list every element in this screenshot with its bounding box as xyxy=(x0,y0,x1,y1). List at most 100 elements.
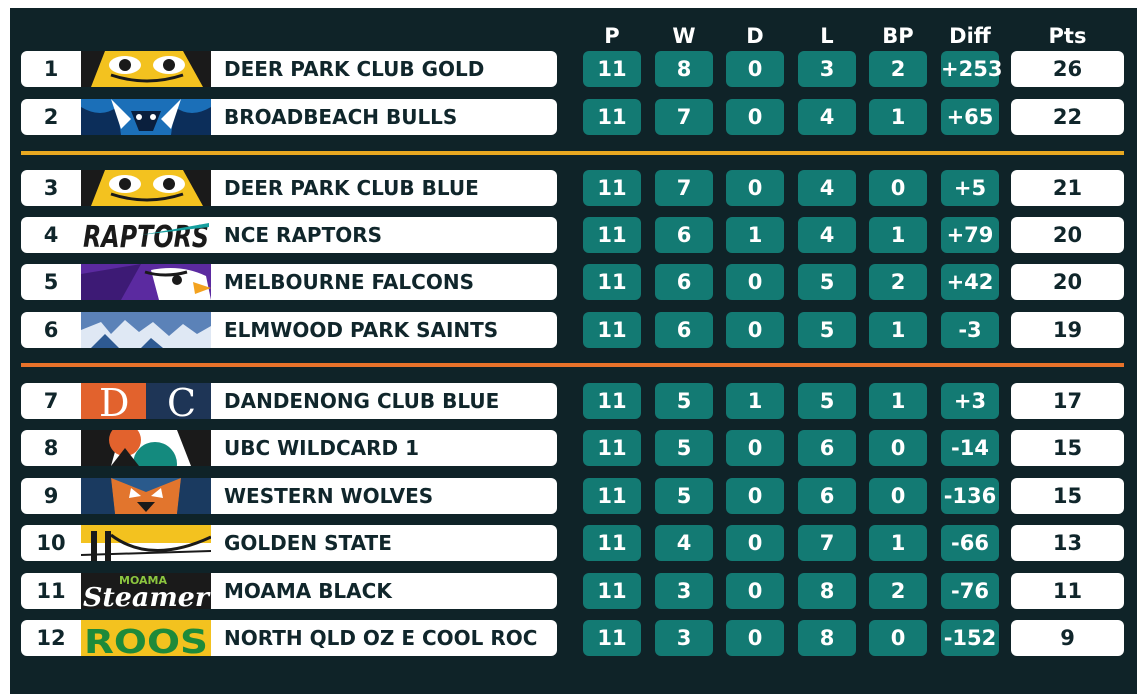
l-cell: 5 xyxy=(798,383,856,419)
header-pts: Pts xyxy=(1048,24,1087,48)
team-name: DEER PARK CLUB GOLD xyxy=(211,51,557,87)
l-cell: 6 xyxy=(798,430,856,466)
d-cell: 0 xyxy=(726,51,784,87)
bp-cell: 1 xyxy=(869,99,927,135)
p-cell: 11 xyxy=(583,478,641,514)
l-cell: 3 xyxy=(798,51,856,87)
table-row: 9 WESTERN WOLVES 11 5 0 6 0 -136 15 xyxy=(10,478,1137,514)
bp-cell: 1 xyxy=(869,312,927,348)
blue-bull-logo-icon xyxy=(81,99,211,135)
w-cell: 6 xyxy=(655,264,713,300)
l-cell: 8 xyxy=(798,620,856,656)
p-cell: 11 xyxy=(583,217,641,253)
rank-cell: 12 xyxy=(21,620,81,656)
p-cell: 11 xyxy=(583,620,641,656)
table-row: 6 ELMWOOD PARK SAINTS 11 6 0 5 1 -3 19 xyxy=(10,312,1137,348)
bp-cell: 0 xyxy=(869,620,927,656)
header-w: W xyxy=(672,24,696,48)
w-cell: 6 xyxy=(655,217,713,253)
diff-cell: +5 xyxy=(941,170,999,206)
w-cell: 7 xyxy=(655,170,713,206)
p-cell: 11 xyxy=(583,51,641,87)
team-name: NORTH QLD OZ E COOL ROC xyxy=(211,620,557,656)
w-cell: 5 xyxy=(655,383,713,419)
purple-falcon-logo-icon xyxy=(81,264,211,300)
w-cell: 7 xyxy=(655,99,713,135)
table-row: 8 UBC WILDCARD 1 11 5 0 6 0 -14 15 xyxy=(10,430,1137,466)
pts-cell: 15 xyxy=(1011,430,1124,466)
l-cell: 4 xyxy=(798,217,856,253)
rank-cell: 7 xyxy=(21,383,81,419)
svg-text:C: C xyxy=(167,383,196,419)
gold-dog-logo-icon xyxy=(81,170,211,206)
p-cell: 11 xyxy=(583,430,641,466)
header-p: P xyxy=(604,24,620,48)
d-cell: 0 xyxy=(726,525,784,561)
table-row: 7 D C DANDENONG CLUB BLUE 11 5 1 5 1 +3 17 xyxy=(10,383,1137,419)
team-name: ELMWOOD PARK SAINTS xyxy=(211,312,557,348)
bp-cell: 0 xyxy=(869,478,927,514)
diff-cell: -3 xyxy=(941,312,999,348)
raptors-logo-icon: RAPTORS xyxy=(81,217,211,253)
bp-cell: 2 xyxy=(869,573,927,609)
w-cell: 8 xyxy=(655,51,713,87)
team-name: BROADBEACH BULLS xyxy=(211,99,557,135)
divider-top-two xyxy=(21,151,1124,155)
rank-cell: 4 xyxy=(21,217,81,253)
svg-text:ROOS: ROOS xyxy=(84,622,208,656)
rank-cell: 6 xyxy=(21,312,81,348)
l-cell: 6 xyxy=(798,478,856,514)
pts-cell: 20 xyxy=(1011,217,1124,253)
d-cell: 0 xyxy=(726,620,784,656)
rank-cell: 3 xyxy=(21,170,81,206)
team-name: DEER PARK CLUB BLUE xyxy=(211,170,557,206)
table-row: 11 MOAMA Steamer MOAMA BLACK 11 3 0 8 2 -76 11 xyxy=(10,573,1137,609)
team-name: DANDENONG CLUB BLUE xyxy=(211,383,557,419)
l-cell: 4 xyxy=(798,170,856,206)
w-cell: 5 xyxy=(655,430,713,466)
rank-cell: 10 xyxy=(21,525,81,561)
table-row: 1 DEER PARK CLUB GOLD 11 8 0 3 2 +253 26 xyxy=(10,51,1137,87)
blue-saints-logo-icon xyxy=(81,312,211,348)
d-cell: 0 xyxy=(726,430,784,466)
d-cell: 0 xyxy=(726,264,784,300)
diff-cell: +79 xyxy=(941,217,999,253)
team-name: MOAMA BLACK xyxy=(211,573,557,609)
team-name: MELBOURNE FALCONS xyxy=(211,264,557,300)
rank-cell: 11 xyxy=(21,573,81,609)
rank-cell: 2 xyxy=(21,99,81,135)
team-name: NCE RAPTORS xyxy=(211,217,557,253)
pts-cell: 15 xyxy=(1011,478,1124,514)
svg-text:Steamer: Steamer xyxy=(83,583,211,609)
wildcard-logo-icon xyxy=(81,430,211,466)
table-row: 2 BROADBEACH BULLS 11 7 0 4 1 +65 22 xyxy=(10,99,1137,135)
p-cell: 11 xyxy=(583,264,641,300)
diff-cell: +3 xyxy=(941,383,999,419)
table-row: 4 RAPTORS NCE RAPTORS 11 6 1 4 1 +79 20 xyxy=(10,217,1137,253)
w-cell: 5 xyxy=(655,478,713,514)
diff-cell: -152 xyxy=(941,620,999,656)
gold-dog-logo-icon xyxy=(81,51,211,87)
table-row: 12 ROOS NORTH QLD OZ E COOL ROC 11 3 0 8 0 -15… xyxy=(10,620,1137,656)
bp-cell: 2 xyxy=(869,51,927,87)
rank-cell: 9 xyxy=(21,478,81,514)
table-row: 10 GOLDEN STATE 11 4 0 7 1 -66 13 xyxy=(10,525,1137,561)
d-cell: 0 xyxy=(726,312,784,348)
wolf-logo-icon xyxy=(81,478,211,514)
pts-cell: 26 xyxy=(1011,51,1124,87)
svg-text:D: D xyxy=(99,383,129,419)
w-cell: 3 xyxy=(655,573,713,609)
team-name: WESTERN WOLVES xyxy=(211,478,557,514)
pts-cell: 17 xyxy=(1011,383,1124,419)
rank-cell: 5 xyxy=(21,264,81,300)
bp-cell: 1 xyxy=(869,383,927,419)
pts-cell: 13 xyxy=(1011,525,1124,561)
d-cell: 0 xyxy=(726,170,784,206)
l-cell: 8 xyxy=(798,573,856,609)
p-cell: 11 xyxy=(583,525,641,561)
rank-cell: 8 xyxy=(21,430,81,466)
bp-cell: 1 xyxy=(869,217,927,253)
diff-cell: -66 xyxy=(941,525,999,561)
d-cell: 1 xyxy=(726,383,784,419)
diff-cell: -14 xyxy=(941,430,999,466)
